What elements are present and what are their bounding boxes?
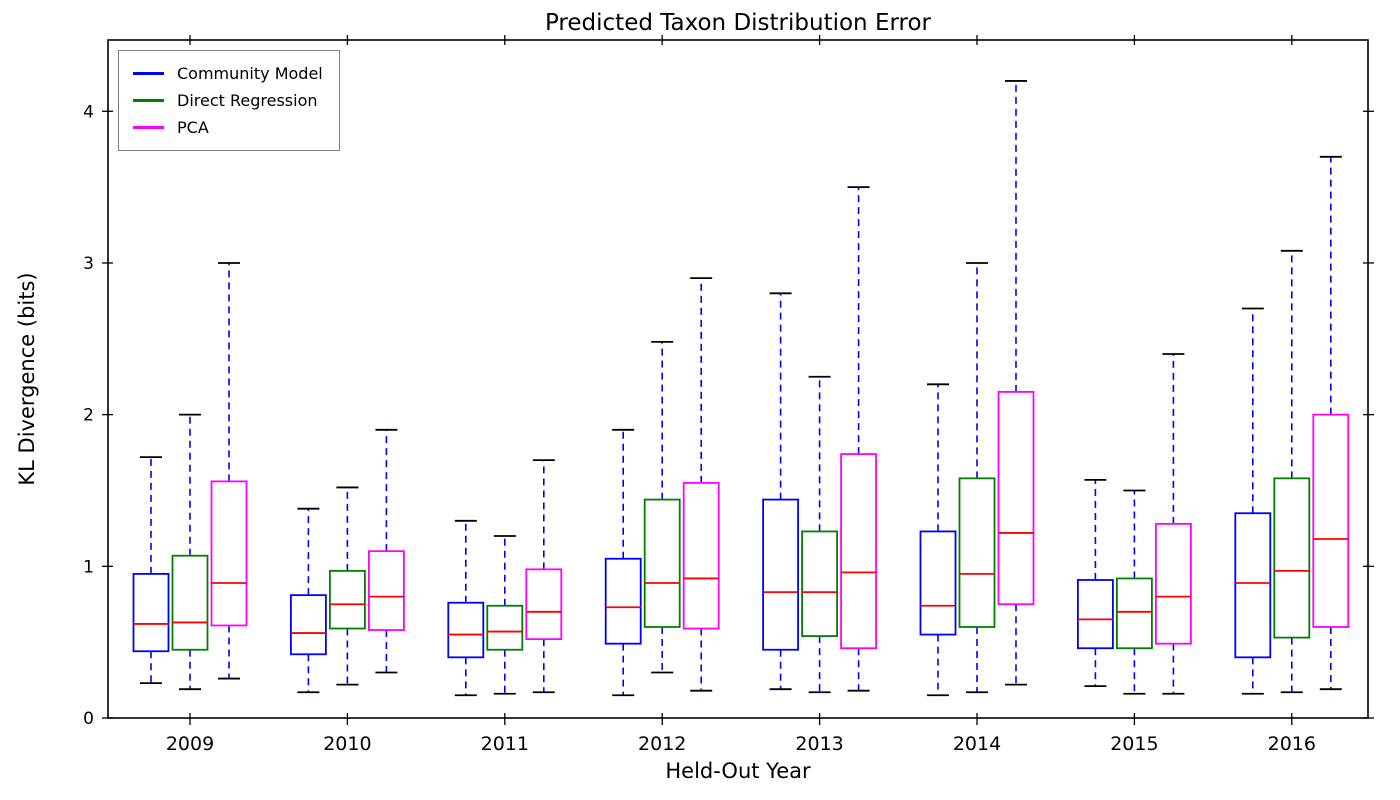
box-2010-1 <box>328 486 366 686</box>
box-2012-2 <box>682 277 720 692</box>
box-2012-1 <box>643 340 681 674</box>
box-2015-1 <box>1116 489 1153 695</box>
legend-swatch-pca <box>133 126 164 129</box>
box-2014-1 <box>958 262 996 694</box>
year-group-2009 <box>132 262 248 691</box>
box-2013-0 <box>762 292 799 691</box>
box-2010-2 <box>367 428 405 674</box>
legend-label: PCA <box>177 118 209 137</box>
legend-label: Direct Regression <box>177 91 318 110</box>
box-2012-0 <box>604 428 642 697</box>
year-group-2014 <box>919 80 1035 697</box>
year-group-2016 <box>1234 155 1350 695</box>
year-group-2013 <box>762 186 877 694</box>
box-2009-1 <box>171 413 209 691</box>
y-tick-label: 2 <box>83 406 94 426</box>
x-tick-label: 2014 <box>953 733 1001 755</box>
box-2014-0 <box>919 383 957 697</box>
legend-item-direct-regression: Direct Regression <box>133 87 323 114</box>
box-series <box>132 80 1350 697</box>
y-tick-label: 1 <box>83 557 94 577</box>
legend-swatch-community-model <box>133 72 164 75</box>
axes-frame <box>107 39 1369 719</box>
x-tick-label: 2010 <box>323 733 371 755</box>
box-2011-2 <box>525 459 563 694</box>
year-group-2015 <box>1077 353 1192 695</box>
box-2010-0 <box>289 507 327 694</box>
box-2009-0 <box>132 456 170 685</box>
legend-label: Community Model <box>177 64 323 83</box>
year-group-2010 <box>289 428 405 694</box>
year-group-2011 <box>447 459 563 697</box>
box-2016-1 <box>1273 249 1311 694</box>
legend-swatch-direct-regression <box>133 99 164 102</box>
chart-title: Predicted Taxon Distribution Error <box>545 10 932 36</box>
box-2013-2 <box>840 186 877 692</box>
box-2013-1 <box>801 375 838 694</box>
box-2015-0 <box>1077 478 1114 688</box>
x-tick-label: 2012 <box>638 733 686 755</box>
x-tick-label: 2016 <box>1268 733 1316 755</box>
year-group-2012 <box>604 277 720 697</box>
x-axis-label: Held-Out Year <box>665 759 811 783</box>
axis-ticks: 0 1 2 3 4 2009 2010 2011 2012 2013 2014 2015 2016 <box>83 35 1374 755</box>
y-tick-label: 3 <box>83 254 94 274</box>
x-tick-label: 2011 <box>481 733 529 755</box>
x-tick-label: 2015 <box>1110 733 1158 755</box>
box-2011-1 <box>486 535 524 695</box>
x-tick-label: 2009 <box>166 733 214 755</box>
legend-item-pca: PCA <box>133 114 323 141</box>
y-tick-label: 0 <box>83 709 94 729</box>
y-axis-label: KL Divergence (bits) <box>15 272 39 485</box>
box-2015-2 <box>1155 353 1192 695</box>
y-tick-label: 4 <box>83 102 94 122</box>
legend: Community Model Direct Regression PCA <box>118 50 340 151</box>
box-2016-0 <box>1234 307 1272 695</box>
box-2014-2 <box>997 80 1035 686</box>
box-2016-2 <box>1312 155 1350 691</box>
box-2009-2 <box>210 262 248 680</box>
legend-item-community-model: Community Model <box>133 60 323 87</box>
box-2011-0 <box>447 519 485 697</box>
x-tick-label: 2013 <box>795 733 843 755</box>
